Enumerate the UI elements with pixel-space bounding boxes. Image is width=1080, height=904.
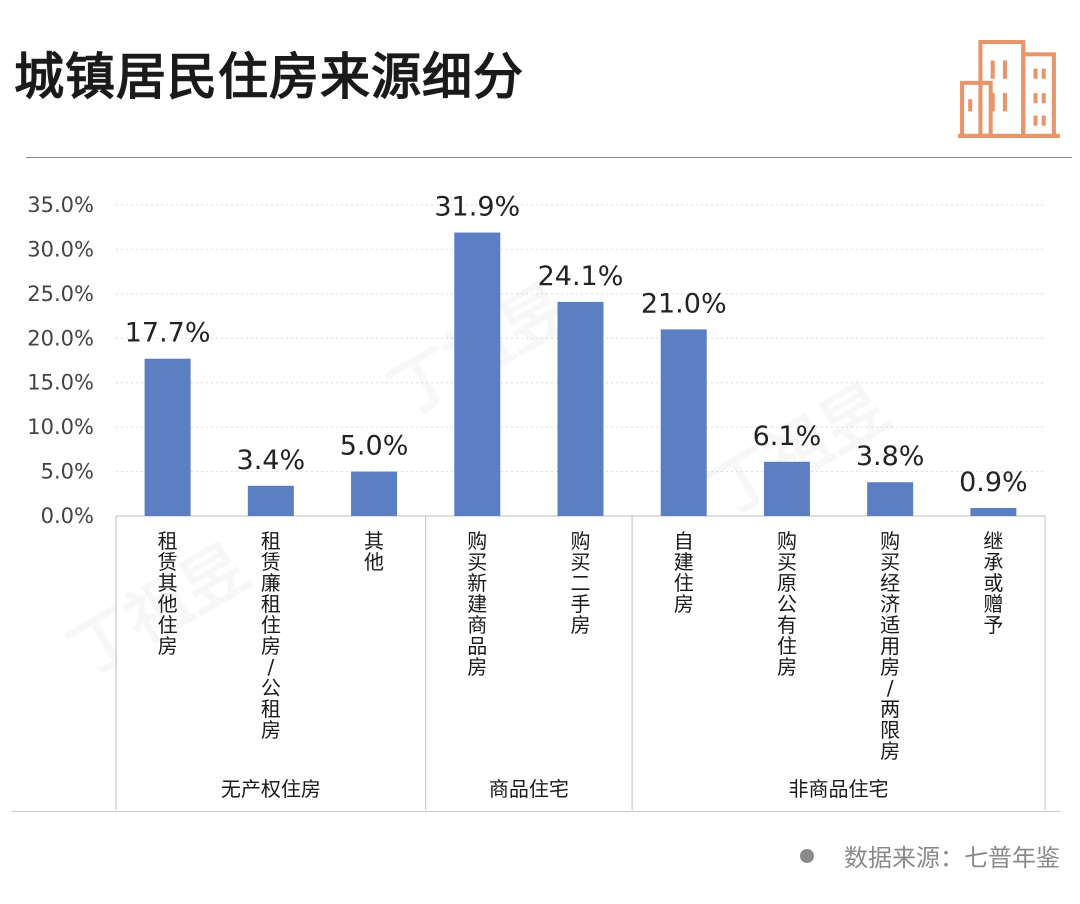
y-tick-label: 10.0%: [27, 415, 94, 439]
y-tick-label: 0.0%: [41, 504, 94, 528]
group-label: 无产权住房: [221, 777, 321, 801]
bar: [867, 482, 914, 516]
source-text: 数据来源：七普年鉴: [844, 844, 1060, 872]
data-label: 6.1%: [753, 421, 822, 452]
data-label: 24.1%: [538, 261, 624, 292]
bar: [247, 485, 294, 516]
y-tick-label: 20.0%: [27, 326, 94, 350]
category-label: 购买二手房: [571, 529, 591, 637]
data-source: 数据来源：七普年鉴: [800, 838, 1060, 873]
footer-divider: [12, 811, 1060, 812]
page-title: 城镇居民住房来源细分: [14, 48, 524, 106]
group-label: 非商品住宅: [789, 777, 889, 801]
category-label: 租赁其他住房: [158, 529, 178, 658]
bar: [970, 508, 1017, 516]
bar: [660, 329, 707, 516]
data-label: 21.0%: [641, 288, 727, 319]
data-label: 31.9%: [434, 192, 520, 223]
bullet-icon: [800, 848, 814, 863]
group-label: 商品住宅: [489, 777, 569, 801]
category-label: 继承或赠予: [983, 529, 1003, 637]
bar: [763, 461, 810, 516]
y-tick-label: 5.0%: [41, 460, 94, 484]
category-label: 购买原公有住房: [777, 529, 797, 679]
category-label: 购买新建商品房: [467, 529, 487, 679]
y-tick-label: 15.0%: [27, 371, 94, 395]
building-icon: [958, 40, 1060, 138]
data-label: 3.8%: [856, 441, 925, 472]
header-divider: [26, 157, 1072, 158]
bar: [454, 232, 501, 516]
category-label: 租赁廉租住房/公租房: [261, 529, 281, 742]
category-label: 其他: [364, 529, 384, 574]
data-label: 5.0%: [340, 431, 409, 462]
y-tick-label: 35.0%: [27, 193, 94, 217]
data-label: 3.4%: [237, 445, 306, 476]
y-tick-label: 30.0%: [27, 237, 94, 261]
data-label: 0.9%: [959, 467, 1028, 498]
y-tick-label: 25.0%: [27, 282, 94, 306]
category-label: 自建住房: [674, 529, 694, 616]
bar: [144, 358, 191, 516]
bar: [351, 471, 398, 516]
data-label: 17.7%: [125, 318, 211, 349]
bar: [557, 301, 604, 516]
category-label: 购买经济适用房/两限房: [880, 529, 900, 763]
